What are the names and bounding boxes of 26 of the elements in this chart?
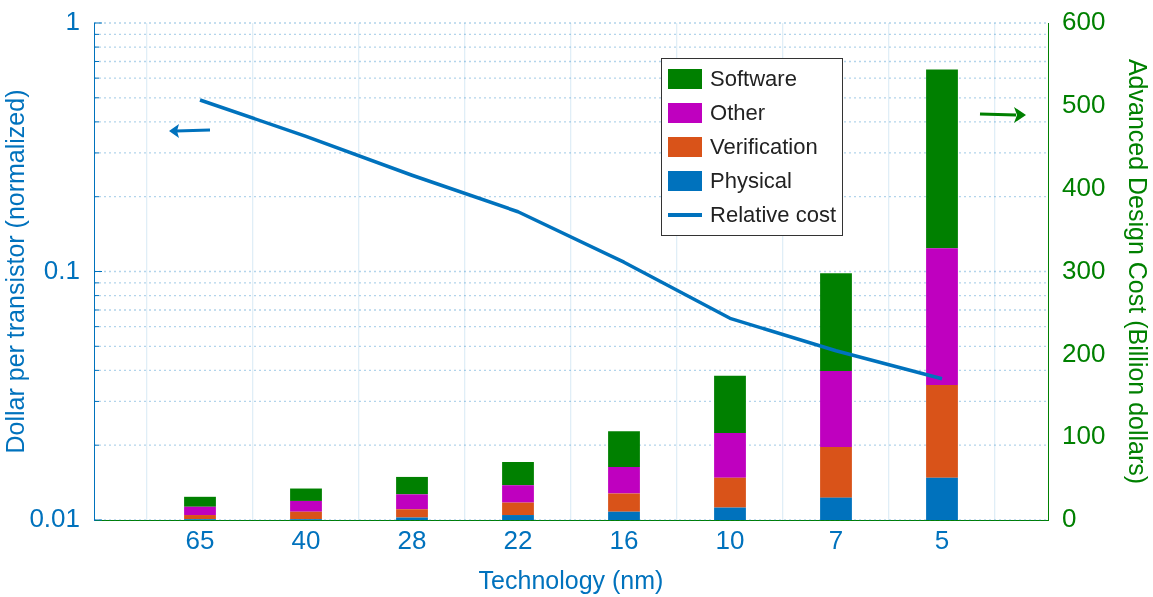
y-axis-title: Dollar per transistor (normalized): [0, 89, 29, 454]
x-tick-label: 10: [715, 524, 745, 555]
x-tick-label: 40: [291, 524, 321, 555]
y2-tick-label: 200: [1062, 337, 1106, 368]
y2-tick-label: 500: [1062, 89, 1106, 120]
legend-label: Other: [710, 100, 766, 126]
x-tick-label: 16: [609, 524, 639, 555]
x-tick-label: 22: [503, 524, 533, 555]
x-tick-label: 28: [397, 524, 427, 555]
y2-tick-label: 600: [1062, 6, 1106, 37]
y-tick-label: 0.1: [43, 254, 80, 285]
legend-label: Verification: [710, 134, 818, 160]
y2-tick-label: 100: [1062, 420, 1106, 451]
legend-label: Software: [710, 66, 797, 92]
y2-tick-label: 0: [1062, 503, 1077, 534]
x-tick-label: 7: [828, 524, 844, 555]
y-tick-label: 0.01: [29, 503, 80, 534]
legend-label: Relative cost: [710, 202, 836, 228]
x-tick-label: 65: [185, 524, 215, 555]
y2-tick-label: 300: [1062, 254, 1106, 285]
y2-tick-label: 400: [1062, 171, 1106, 202]
x-axis-title: Technology (nm): [478, 565, 664, 594]
y2-axis-title: Advanced Design Cost (Billion dollars): [1124, 58, 1153, 485]
x-tick-label: 5: [934, 524, 950, 555]
y-tick-label: 1: [65, 6, 80, 37]
legend-label: Physical: [710, 168, 792, 194]
